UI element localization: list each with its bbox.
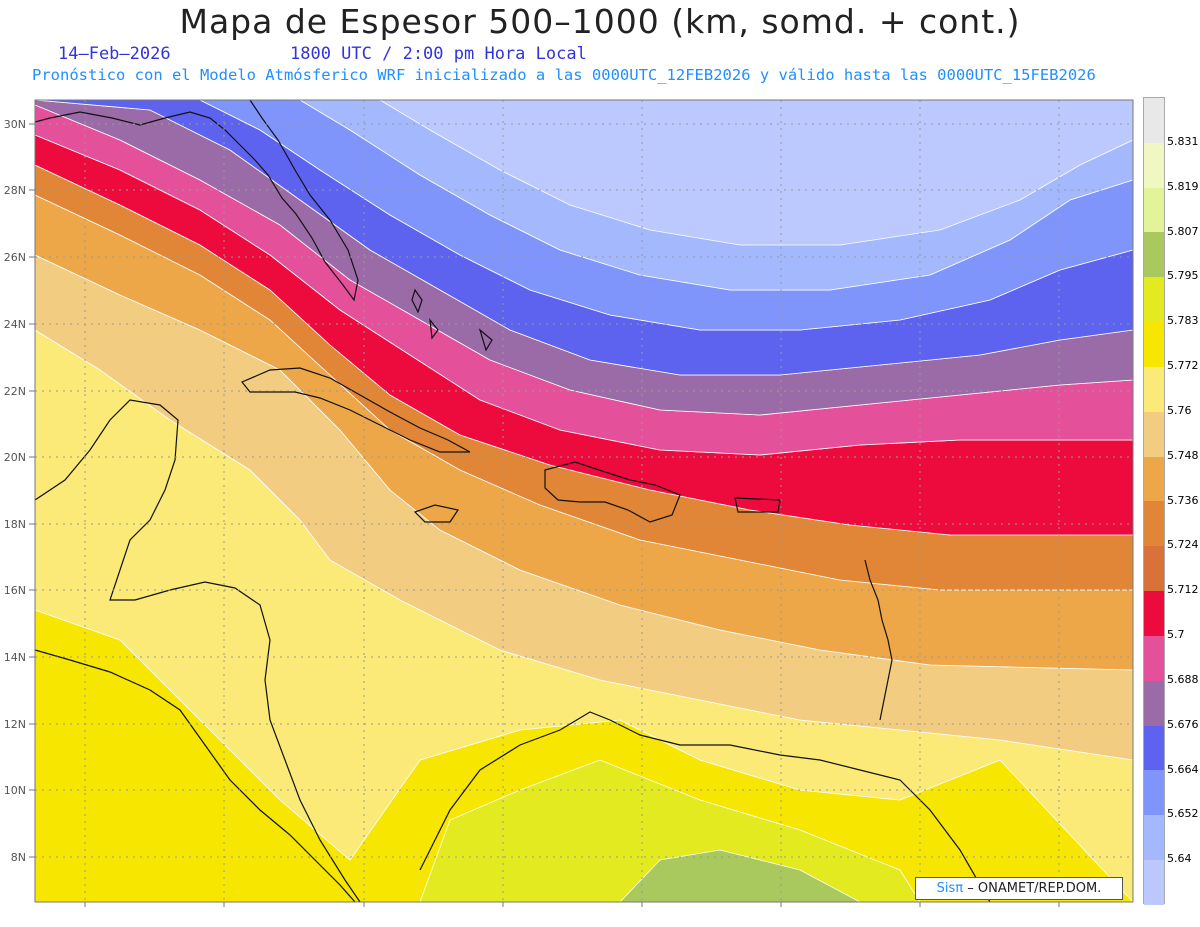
forecast-description: Pronóstico con el Modelo Atmósferico WRF… bbox=[32, 66, 1096, 84]
credit-box: Sisπ – ONAMET/REP.DOM. bbox=[915, 877, 1123, 900]
credit-logo-text: Sisπ bbox=[936, 881, 964, 896]
legend-label: 5.736 bbox=[1167, 493, 1199, 507]
legend-label: 5.819 bbox=[1167, 179, 1199, 193]
legend-swatch bbox=[1144, 322, 1164, 367]
lat-tick-label: 14N bbox=[4, 651, 26, 664]
legend-swatch bbox=[1144, 277, 1164, 323]
graticule bbox=[35, 100, 1133, 902]
map-title: Mapa de Espesor 500–1000 (km, somd. + co… bbox=[179, 2, 1021, 41]
lat-tick-label: 22N bbox=[4, 385, 26, 398]
lat-tick-label: 10N bbox=[4, 784, 26, 797]
legend-swatch bbox=[1144, 411, 1164, 457]
lon-tick-label: 90W bbox=[73, 908, 98, 910]
thickness-map: 30N 28N 26N 24N 22N 20N 18N 16N 14N 12N 10N 8N 90W 8… bbox=[4, 99, 1134, 910]
legend-colorbar bbox=[1143, 97, 1165, 905]
legend-label: 5.748 bbox=[1167, 448, 1199, 462]
legend-swatch bbox=[1144, 187, 1164, 233]
legend-label: 5.688 bbox=[1167, 672, 1199, 686]
forecast-time: 1800 UTC / 2:00 pm Hora Local bbox=[290, 44, 587, 64]
legend-swatch bbox=[1144, 232, 1164, 278]
thickness-band-1 bbox=[419, 759, 921, 902]
map-frame bbox=[34, 99, 1134, 903]
lat-tick-label: 26N bbox=[4, 251, 26, 264]
lon-tick-label: 65W bbox=[769, 908, 794, 910]
legend-label: 5.795 bbox=[1167, 269, 1199, 283]
thickness-bands bbox=[35, 100, 1133, 902]
lon-tick-label: 80W bbox=[352, 908, 377, 910]
lon-tick-label: 70W bbox=[630, 908, 655, 910]
legend-swatch bbox=[1144, 366, 1164, 412]
legend-label: 5.807 bbox=[1167, 224, 1199, 238]
legend-label: 5.664 bbox=[1167, 762, 1199, 776]
lat-tick-label: 16N bbox=[4, 584, 26, 597]
legend-label: 5.831 bbox=[1167, 134, 1199, 148]
legend-label: 5.712 bbox=[1167, 583, 1199, 597]
lat-tick-label: 18N bbox=[4, 518, 26, 531]
thickness-band-12 bbox=[299, 100, 1133, 291]
legend-swatch bbox=[1144, 635, 1164, 681]
legend-swatch bbox=[1144, 142, 1164, 188]
legend-swatch bbox=[1144, 815, 1164, 861]
lat-tick-label: 30N bbox=[4, 118, 26, 131]
lat-tick-label: 8N bbox=[11, 851, 26, 864]
legend-swatch bbox=[1144, 860, 1164, 905]
legend-swatch bbox=[1144, 591, 1164, 636]
lat-tick-label: 20N bbox=[4, 451, 26, 464]
legend-label: 5.64 bbox=[1167, 852, 1192, 866]
lat-tick-label: 24N bbox=[4, 318, 26, 331]
lat-tick-label: 28N bbox=[4, 184, 26, 197]
legend-label: 5.783 bbox=[1167, 314, 1199, 328]
legend-swatch bbox=[1144, 680, 1164, 726]
legend-swatch bbox=[1144, 98, 1164, 143]
legend-label: 5.772 bbox=[1167, 359, 1199, 372]
legend-label: 5.76 bbox=[1167, 403, 1192, 417]
legend-swatch bbox=[1144, 725, 1164, 771]
legend-label: 5.676 bbox=[1167, 717, 1199, 731]
legend-swatch bbox=[1144, 770, 1164, 816]
lon-tick-label: 75W bbox=[491, 908, 516, 910]
lon-tick-label: 85W bbox=[212, 908, 237, 910]
legend-label: 5.724 bbox=[1167, 538, 1199, 552]
legend-swatch bbox=[1144, 456, 1164, 502]
legend-label: 5.7 bbox=[1167, 628, 1185, 641]
legend-label: 5.652 bbox=[1167, 807, 1199, 821]
legend-swatch bbox=[1144, 546, 1164, 592]
lon-tick-label: 60W bbox=[908, 908, 933, 910]
lat-tick-label: 12N bbox=[4, 718, 26, 731]
credit-text: – ONAMET/REP.DOM. bbox=[967, 881, 1102, 896]
legend-swatch bbox=[1144, 501, 1164, 547]
forecast-date: 14–Feb–2026 bbox=[58, 44, 171, 64]
thickness-band-2 bbox=[619, 849, 861, 902]
lon-tick-label: 55W bbox=[1047, 908, 1072, 910]
